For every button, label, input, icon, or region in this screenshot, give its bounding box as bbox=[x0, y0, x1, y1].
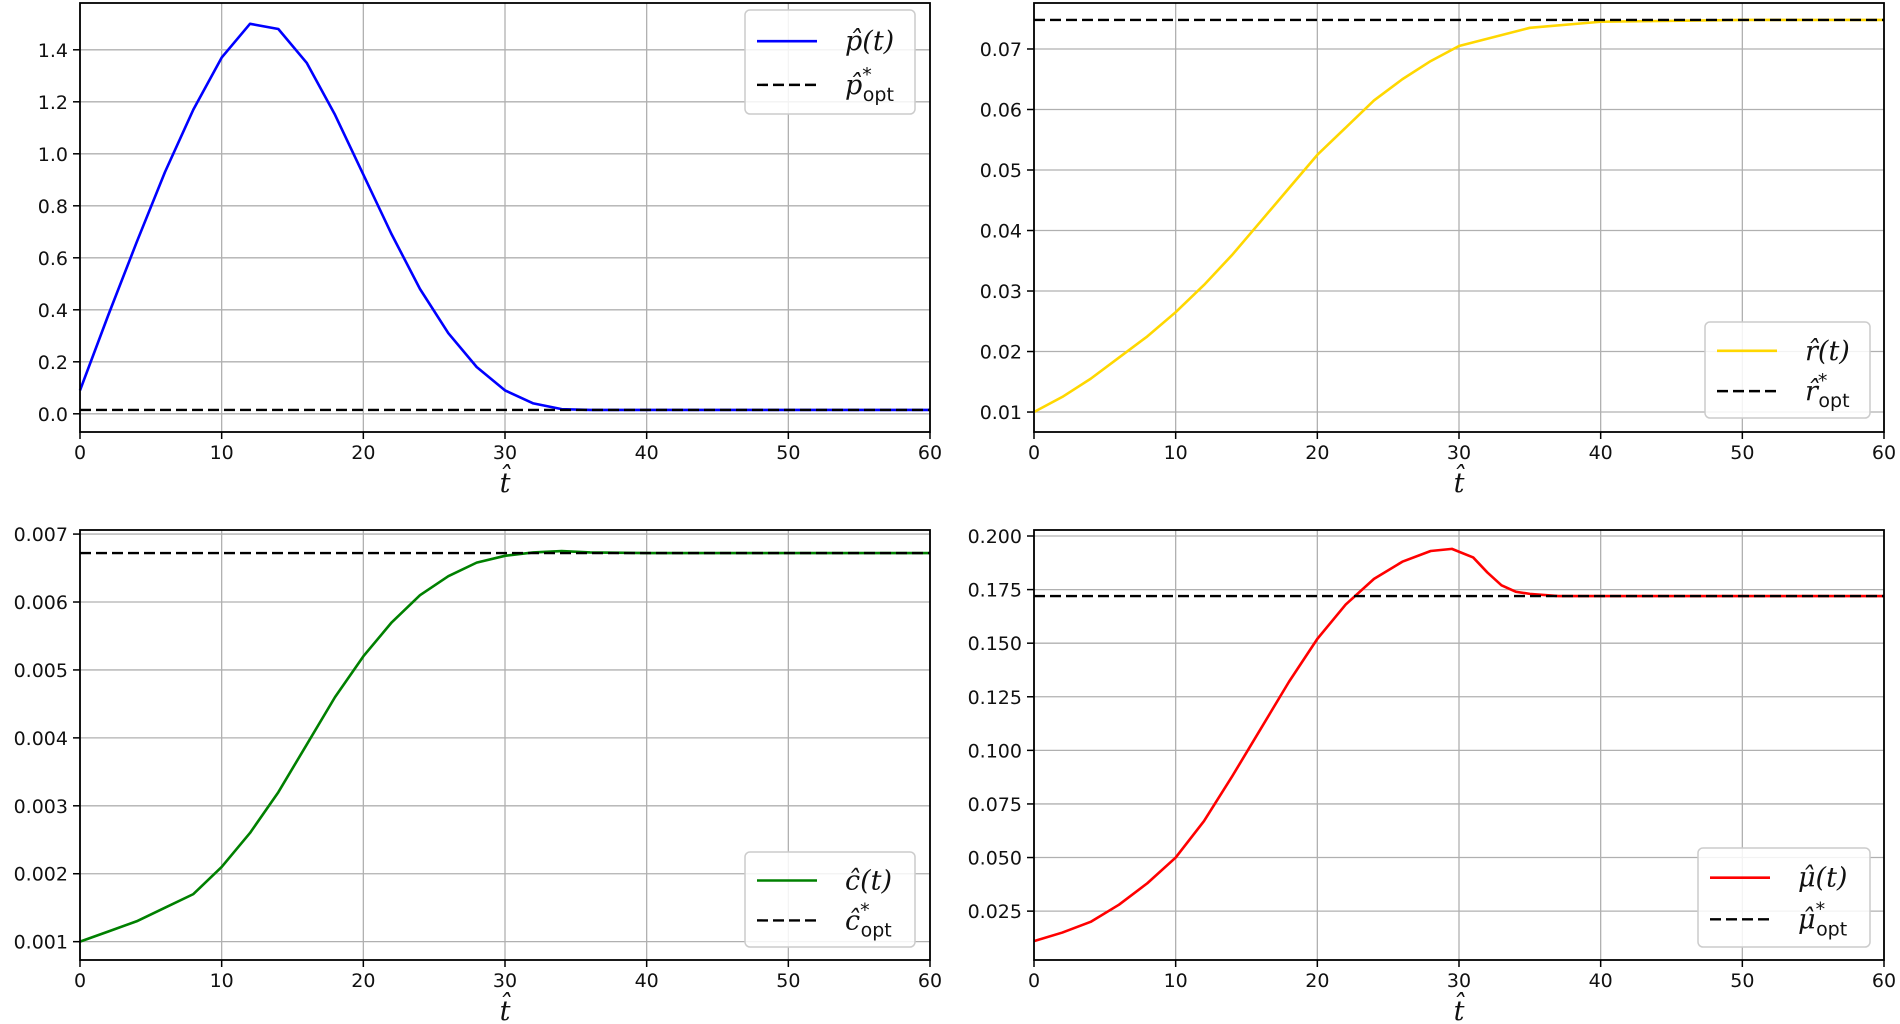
legend-box bbox=[1704, 321, 1871, 419]
legend-box bbox=[744, 851, 916, 948]
x-tick-label: 30 bbox=[493, 970, 517, 992]
y-tick-label: 0.0 bbox=[38, 404, 68, 426]
legend-label: μ̂(t) bbox=[1798, 863, 1847, 894]
x-tick-label: 20 bbox=[351, 970, 375, 992]
legend: ĉ(t)ĉ* opt bbox=[744, 851, 916, 948]
y-tick-label: 0.003 bbox=[14, 796, 68, 818]
y-tick-label: 0.200 bbox=[968, 526, 1022, 548]
y-tick-label: 0.2 bbox=[38, 352, 68, 374]
y-tick-label: 0.007 bbox=[14, 524, 68, 546]
y-tick-label: 0.05 bbox=[980, 160, 1022, 182]
y-tick-label: 1.0 bbox=[38, 144, 68, 166]
legend: p̂(t) p̂* opt bbox=[744, 9, 916, 115]
y-tick-label: 1.4 bbox=[38, 40, 68, 62]
y-tick-label: 0.004 bbox=[14, 728, 68, 750]
x-tick-label: 60 bbox=[1872, 442, 1896, 464]
x-axis-label: t̂ bbox=[500, 464, 511, 499]
subplot-3: 0 10 20 30 40 50 60 0.001 0.002 0.003 0.004 0.005 0.… bbox=[14, 524, 943, 1024]
y-tick-label: 0.07 bbox=[980, 39, 1022, 61]
x-tick-label: 30 bbox=[1447, 442, 1471, 464]
y-tick-label: 0.025 bbox=[968, 901, 1022, 923]
legend-label: p̂* opt bbox=[845, 64, 894, 106]
legend-label: r̂(t) bbox=[1805, 336, 1850, 367]
legend-label: ĉ* opt bbox=[845, 899, 892, 941]
y-tick-label: 0.125 bbox=[968, 687, 1022, 709]
subplot-1: 0 10 20 30 40 50 60 0.0 0.2 0.4 0.6 0.8 1.0 1.2 1.4 t̂ p… bbox=[38, 2, 942, 499]
x-tick-label: 40 bbox=[1589, 970, 1613, 992]
x-tick-label: 50 bbox=[776, 970, 800, 992]
x-tick-label: 30 bbox=[493, 442, 517, 464]
y-tick-label: 0.100 bbox=[968, 740, 1022, 762]
legend-label: p̂(t) bbox=[845, 26, 894, 57]
x-axis-label: t̂ bbox=[1454, 464, 1465, 499]
x-tick-label: 60 bbox=[918, 442, 942, 464]
y-tick-label: 0.06 bbox=[980, 99, 1022, 121]
x-tick-label: 40 bbox=[635, 970, 659, 992]
x-tick-label: 10 bbox=[1164, 970, 1188, 992]
x-tick-label: 0 bbox=[74, 442, 86, 464]
legend: μ̂(t) μ̂* opt bbox=[1697, 847, 1871, 948]
y-tick-label: 0.175 bbox=[968, 580, 1022, 602]
x-tick-label: 20 bbox=[1305, 970, 1329, 992]
x-tick-label: 50 bbox=[1730, 442, 1754, 464]
legend-label: μ̂* opt bbox=[1798, 898, 1847, 940]
x-tick-label: 20 bbox=[1305, 442, 1329, 464]
y-tick-label: 0.001 bbox=[14, 932, 68, 954]
subplot-2: 0 10 20 30 40 50 60 0.01 0.02 0.03 0.04 0.05 0.06 0.0… bbox=[980, 2, 1896, 499]
x-tick-label: 30 bbox=[1447, 970, 1471, 992]
y-tick-label: 0.03 bbox=[980, 281, 1022, 303]
x-tick-label: 50 bbox=[1730, 970, 1754, 992]
y-tick-label: 1.2 bbox=[38, 92, 68, 114]
series-line bbox=[1033, 547, 1884, 943]
legend: r̂(t)r̂* opt bbox=[1704, 321, 1871, 419]
y-tick-label: 0.04 bbox=[980, 221, 1022, 243]
legend-box bbox=[1697, 847, 1871, 948]
legend-label: r̂* opt bbox=[1805, 370, 1850, 412]
x-tick-label: 0 bbox=[1028, 442, 1040, 464]
y-tick-label: 0.050 bbox=[968, 848, 1022, 870]
x-tick-label: 10 bbox=[1164, 442, 1188, 464]
x-tick-label: 50 bbox=[776, 442, 800, 464]
series-line bbox=[78, 22, 930, 412]
x-axis-label: t̂ bbox=[1454, 992, 1465, 1024]
series-line bbox=[79, 549, 930, 943]
y-tick-label: 0.02 bbox=[980, 342, 1022, 364]
x-tick-label: 60 bbox=[1872, 970, 1896, 992]
y-tick-label: 0.01 bbox=[980, 402, 1022, 424]
y-tick-label: 0.150 bbox=[968, 633, 1022, 655]
y-tick-label: 0.006 bbox=[14, 592, 68, 614]
y-tick-label: 0.4 bbox=[38, 300, 68, 322]
y-tick-label: 0.002 bbox=[14, 864, 68, 886]
y-tick-label: 0.075 bbox=[968, 794, 1022, 816]
subplot-4: 0 10 20 30 40 50 60 0.025 0.050 0.075 0.100 0.125 0.… bbox=[968, 526, 1897, 1024]
x-tick-label: 10 bbox=[210, 970, 234, 992]
legend-label: ĉ(t) bbox=[845, 866, 892, 897]
x-tick-label: 0 bbox=[74, 970, 86, 992]
y-tick-label: 0.6 bbox=[38, 248, 68, 270]
legend-box bbox=[744, 9, 916, 115]
x-axis-label: t̂ bbox=[500, 992, 511, 1024]
y-tick-label: 0.8 bbox=[38, 196, 68, 218]
x-tick-label: 0 bbox=[1028, 970, 1040, 992]
x-tick-label: 40 bbox=[635, 442, 659, 464]
x-tick-label: 10 bbox=[210, 442, 234, 464]
y-tick-label: 0.005 bbox=[14, 660, 68, 682]
x-tick-label: 40 bbox=[1589, 442, 1613, 464]
series-line bbox=[1033, 18, 1884, 414]
x-tick-label: 60 bbox=[918, 970, 942, 992]
x-tick-label: 20 bbox=[351, 442, 375, 464]
